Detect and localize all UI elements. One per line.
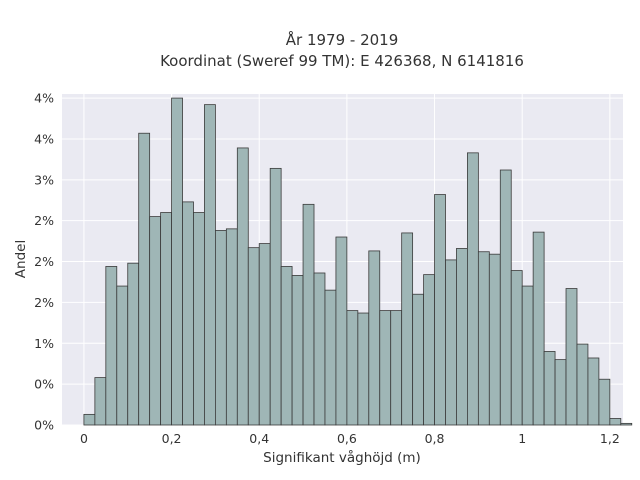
y-axis-label: Andel (13, 240, 29, 278)
histogram-bar-35 (467, 152, 479, 426)
x-tick-label-3: 0,6 (337, 431, 357, 446)
histogram-bar-41 (532, 231, 545, 426)
x-tick-label-4: 0,8 (425, 431, 445, 446)
y-tick-label-7: 4% (34, 131, 54, 146)
chart-title-line-2: Koordinat (Sweref 99 TM): E 426368, N 61… (160, 52, 524, 70)
histogram-bar-46 (587, 357, 600, 426)
histogram-bar-28 (390, 310, 403, 426)
histogram-bar-48 (609, 418, 622, 426)
histogram-bar-39 (510, 270, 523, 426)
histogram-bar-16 (258, 243, 271, 426)
histogram-bar-10 (193, 212, 205, 426)
histogram-bar-17 (269, 167, 282, 426)
histogram-bar-15 (247, 247, 260, 426)
y-tick-label-5: 2% (34, 213, 54, 228)
y-tick-label-2: 1% (34, 336, 54, 351)
histogram-bar-29 (401, 232, 414, 426)
histogram-bar-26 (368, 250, 381, 426)
histogram-bar-6 (149, 216, 162, 426)
histogram-bar-14 (236, 147, 249, 426)
y-tick-label-1: 0% (34, 377, 54, 392)
histogram-bar-36 (477, 251, 490, 426)
histogram-bar-49 (620, 422, 633, 426)
x-axis-ticks: 0 0,2 0,4 0,6 0,8 1 1,2 (80, 431, 620, 446)
histogram-bar-30 (412, 293, 424, 426)
histogram-bar-18 (280, 266, 293, 426)
histogram-bar-4 (127, 262, 140, 426)
x-tick-label-0: 0 (80, 431, 88, 446)
y-tick-label-0: 0% (34, 418, 54, 433)
histogram-bar-33 (445, 259, 457, 426)
histogram-bar-0 (83, 413, 96, 426)
histogram-bar-24 (346, 310, 359, 426)
y-tick-label-3: 2% (34, 295, 54, 310)
x-tick-label-1: 0,2 (162, 431, 182, 446)
histogram-bar-11 (204, 104, 216, 426)
chart-title-line-1: År 1979 - 2019 (286, 30, 399, 49)
histogram-bar-42 (543, 351, 556, 426)
histogram-bar-13 (225, 228, 238, 426)
histogram-bar-2 (105, 266, 118, 426)
y-axis-ticks: 0% 0% 1% 2% 2% 2% 3% 4% 4% (34, 91, 54, 433)
y-tick-label-6: 3% (34, 172, 54, 187)
histogram-bar-45 (576, 343, 589, 426)
histogram-bar-1 (94, 377, 107, 426)
histogram-bar-20 (302, 203, 315, 426)
x-tick-label-5: 1 (518, 431, 526, 446)
y-tick-label-8: 4% (34, 91, 54, 106)
histogram-bar-34 (456, 248, 468, 426)
x-tick-label-2: 0,4 (249, 431, 269, 446)
histogram-bar-25 (357, 312, 370, 426)
histogram-bar-27 (379, 310, 392, 426)
histogram-bar-9 (182, 201, 194, 426)
y-tick-label-4: 2% (34, 254, 54, 269)
histogram-bars (83, 97, 633, 426)
histogram-bar-38 (499, 169, 512, 426)
histogram-bar-5 (138, 132, 151, 426)
histogram-bar-7 (160, 212, 172, 426)
x-axis-label: Signifikant våghöjd (m) (263, 449, 421, 466)
histogram-bar-43 (554, 359, 567, 426)
histogram-bar-23 (335, 236, 348, 426)
histogram-bar-21 (313, 272, 326, 426)
histogram-bar-31 (423, 274, 435, 426)
histogram-bar-37 (488, 253, 501, 426)
histogram-bar-19 (291, 275, 304, 426)
histogram-bar-22 (324, 289, 337, 426)
x-tick-label-6: 1,2 (600, 431, 620, 446)
histogram-bar-8 (171, 97, 183, 426)
histogram-bar-3 (116, 285, 129, 426)
histogram-bar-47 (598, 378, 611, 426)
histogram-bar-32 (434, 194, 446, 426)
histogram-bar-12 (214, 230, 227, 426)
histogram-bar-44 (565, 288, 578, 426)
histogram-bar-40 (521, 285, 534, 426)
